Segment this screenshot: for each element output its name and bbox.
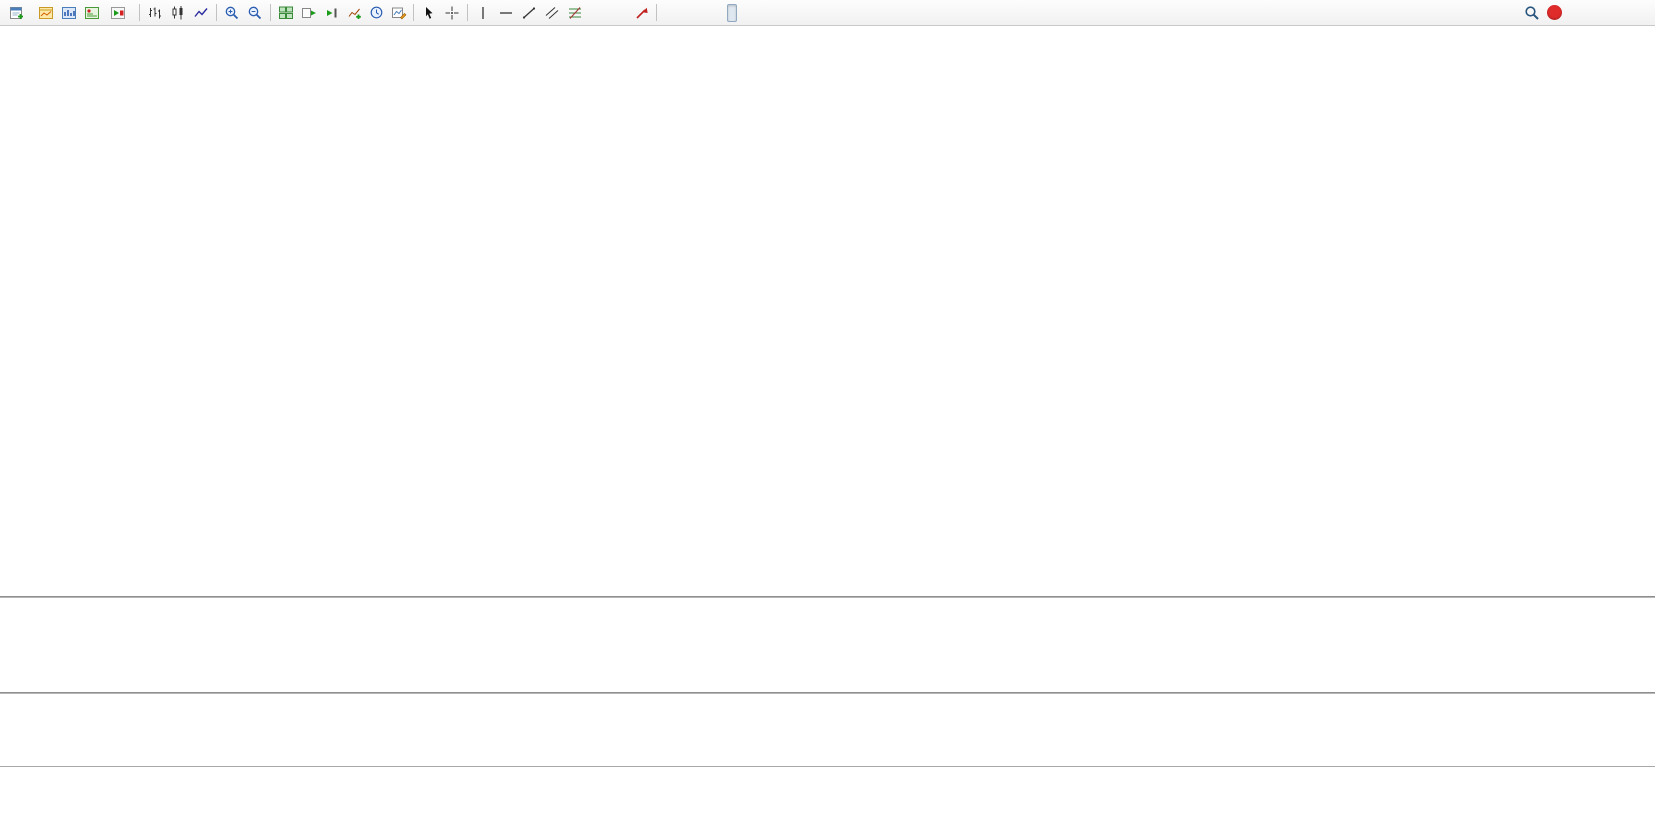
search-icon[interactable] xyxy=(1524,5,1540,21)
timeframe-w1[interactable] xyxy=(753,4,763,22)
fibonacci-button[interactable] xyxy=(564,2,586,23)
macd-chart[interactable] xyxy=(0,598,1655,692)
timeframe-h4[interactable] xyxy=(727,3,737,22)
bar-chart-button[interactable] xyxy=(144,2,166,23)
fibonacci-icon xyxy=(567,5,583,21)
crosshair-button[interactable] xyxy=(441,2,463,23)
crosshair-icon xyxy=(444,5,460,21)
price-chart[interactable] xyxy=(0,26,1655,596)
vertical-line-icon xyxy=(475,5,491,21)
notification-badge[interactable] xyxy=(1547,5,1562,20)
zoom-in-button[interactable] xyxy=(221,2,243,23)
charts-window-icon xyxy=(38,5,54,21)
horizontal-line-button[interactable] xyxy=(495,2,517,23)
timeframe-m5[interactable] xyxy=(675,4,685,22)
text-tool-button[interactable] xyxy=(587,2,608,23)
vertical-line-button[interactable] xyxy=(472,2,494,23)
zoom-out-icon xyxy=(247,5,263,21)
auto-trading-icon xyxy=(110,5,126,21)
panel-separator[interactable] xyxy=(0,692,1655,694)
horizontal-line-icon xyxy=(498,5,514,21)
main-chart-panel xyxy=(0,26,1655,596)
chart-shift-icon xyxy=(324,5,340,21)
indicators-button[interactable] xyxy=(344,2,366,23)
tile-windows-button[interactable] xyxy=(275,2,297,23)
timeframe-m15[interactable] xyxy=(688,4,698,22)
charts-window-button[interactable] xyxy=(35,2,57,23)
separator xyxy=(270,4,271,21)
navigator-icon xyxy=(84,5,100,21)
macd-panel xyxy=(0,598,1655,692)
auto-scroll-button[interactable] xyxy=(298,2,320,23)
timeframe-m30[interactable] xyxy=(701,4,711,22)
zoom-in-icon xyxy=(224,5,240,21)
line-chart-button[interactable] xyxy=(190,2,212,23)
text-label-tool-button[interactable] xyxy=(609,2,630,23)
panel-separator[interactable] xyxy=(0,596,1655,598)
timeframe-m1[interactable] xyxy=(662,4,672,22)
chart-shift-button[interactable] xyxy=(321,2,343,23)
candlestick-chart-button[interactable] xyxy=(167,2,189,23)
timeframe-d1[interactable] xyxy=(740,4,750,22)
channel-button[interactable] xyxy=(541,2,563,23)
timeframe-h1[interactable] xyxy=(714,4,724,22)
separator xyxy=(413,4,414,21)
separator xyxy=(656,4,657,21)
templates-button[interactable] xyxy=(388,2,410,23)
rsi-chart[interactable] xyxy=(0,694,1655,766)
cursor-icon xyxy=(421,5,437,21)
separator xyxy=(216,4,217,21)
panel-separator xyxy=(0,766,1655,767)
separator xyxy=(467,4,468,21)
periods-button[interactable] xyxy=(366,2,388,23)
templates-icon xyxy=(391,5,407,21)
rsi-panel xyxy=(0,694,1655,766)
market-watch-button[interactable] xyxy=(58,2,80,23)
time-axis[interactable] xyxy=(0,767,1655,789)
tile-windows-icon xyxy=(278,5,294,21)
cursor-button[interactable] xyxy=(418,2,440,23)
navigator-button[interactable] xyxy=(81,2,103,23)
bar-chart-icon xyxy=(147,5,163,21)
toolbar xyxy=(0,0,1655,26)
new-order-icon xyxy=(9,5,25,21)
line-chart-icon xyxy=(193,5,209,21)
trendline-button[interactable] xyxy=(518,2,540,23)
equidistant-channel-icon xyxy=(544,5,560,21)
toolbar-right-group xyxy=(1524,5,1652,21)
auto-trading-button[interactable] xyxy=(104,2,135,23)
timeframe-mn[interactable] xyxy=(766,4,776,22)
candlestick-chart-icon xyxy=(170,5,186,21)
new-order-button[interactable] xyxy=(3,2,34,23)
zoom-out-button[interactable] xyxy=(244,2,266,23)
indicators-icon xyxy=(347,5,363,21)
auto-scroll-icon xyxy=(301,5,317,21)
arrows-tool-icon xyxy=(634,5,650,21)
market-watch-icon xyxy=(61,5,77,21)
periods-clock-icon xyxy=(369,5,385,21)
separator xyxy=(139,4,140,21)
trendline-icon xyxy=(521,5,537,21)
arrows-tool-button[interactable] xyxy=(631,2,653,23)
